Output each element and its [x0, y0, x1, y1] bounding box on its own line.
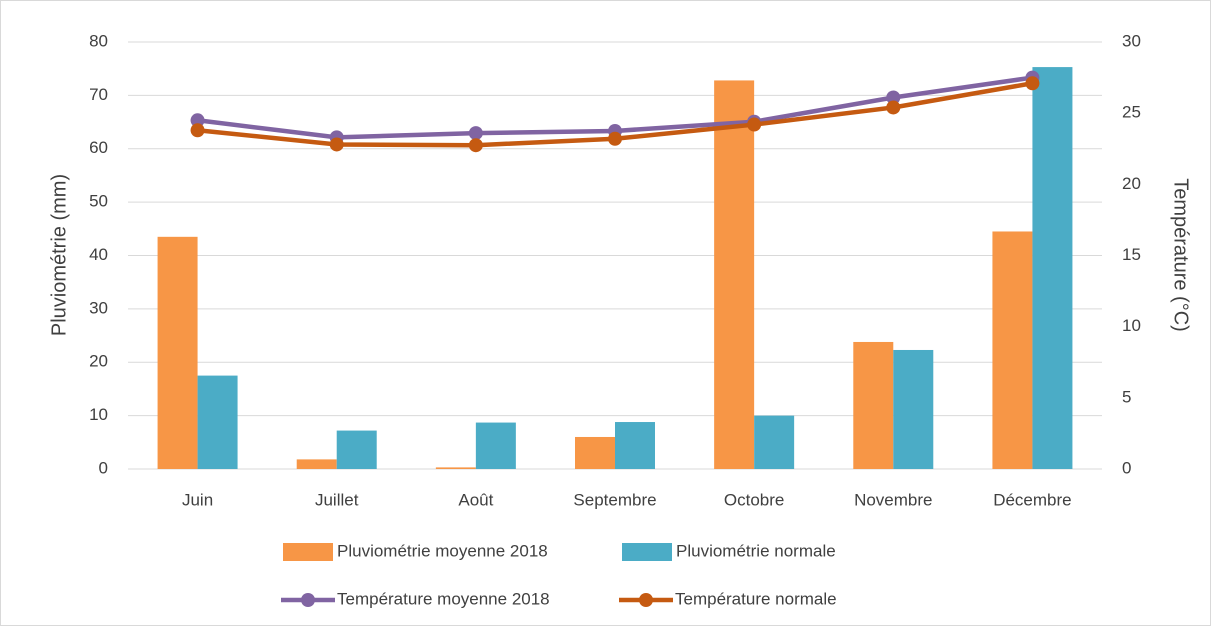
marker [608, 131, 622, 146]
y2-tick-label: 20 [1122, 174, 1141, 193]
y-tick-label: 60 [89, 138, 108, 157]
y2-tick-label: 0 [1122, 458, 1131, 477]
bar [575, 436, 615, 469]
bar [893, 349, 934, 469]
marker [468, 126, 483, 141]
marker [190, 123, 205, 138]
marker [886, 90, 901, 105]
y2-tick-label: 25 [1122, 103, 1141, 122]
legend-label: Température moyenne 2018 [337, 589, 550, 608]
marker [1025, 76, 1040, 91]
legend-swatch [283, 543, 333, 561]
marker [747, 117, 762, 132]
bar [435, 467, 476, 469]
bar [992, 231, 1033, 469]
y-tick-label: 50 [89, 192, 108, 211]
legend-marker [639, 593, 653, 607]
y-tick-label: 30 [89, 298, 108, 317]
bar [197, 375, 238, 469]
legend-label: Pluviométrie normale [676, 541, 836, 560]
x-tick-label: Décembre [993, 490, 1071, 509]
x-tick-label: Septembre [573, 490, 656, 509]
y2-tick-label: 30 [1122, 31, 1141, 50]
bar [1032, 67, 1073, 470]
x-tick-label: Août [458, 490, 493, 509]
bar [714, 80, 755, 470]
y2-tick-label: 15 [1122, 245, 1141, 264]
marker [468, 138, 483, 153]
bar [475, 422, 516, 469]
x-tick-label: Juillet [315, 490, 359, 509]
y-tick-label: 0 [99, 458, 108, 477]
y-tick-label: 10 [89, 405, 108, 424]
bar [853, 341, 894, 469]
x-tick-label: Novembre [854, 490, 932, 509]
y-tick-label: 80 [89, 31, 108, 50]
x-tick-label: Juin [182, 490, 213, 509]
legend-label: Pluviométrie moyenne 2018 [337, 541, 548, 560]
y-tick-label: 70 [89, 85, 108, 104]
bar [336, 430, 377, 469]
legend-label: Température normale [675, 589, 837, 608]
legend-swatch [622, 543, 672, 561]
bar [615, 422, 655, 469]
legend-marker [301, 593, 315, 607]
y-axis-title: Pluviométrie (mm) [48, 174, 70, 336]
bar [157, 236, 198, 469]
y-tick-label: 20 [89, 352, 108, 371]
bar [296, 459, 337, 469]
marker [886, 100, 901, 115]
marker [190, 113, 205, 128]
y-tick-label: 40 [89, 245, 108, 264]
marker [329, 137, 344, 152]
y2-tick-label: 5 [1122, 387, 1131, 406]
x-tick-label: Octobre [724, 490, 784, 509]
y2-axis-title: Température (°C) [1170, 178, 1192, 332]
y2-tick-label: 10 [1122, 316, 1141, 335]
bar [754, 415, 795, 469]
